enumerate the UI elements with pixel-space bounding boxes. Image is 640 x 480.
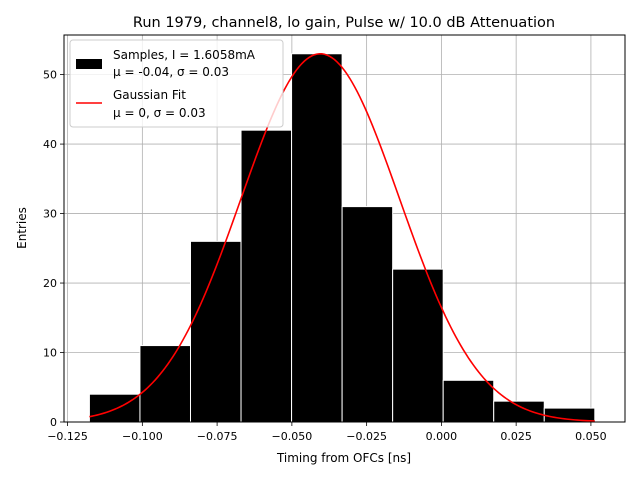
histogram-bar-3 xyxy=(240,129,293,423)
y-tick-label-1: 10 xyxy=(43,347,57,360)
legend: Samples, I = 1.6058mA μ = -0.04, σ = 0.0… xyxy=(69,39,284,128)
legend-samples-label: Samples, I = 1.6058mA xyxy=(113,48,256,62)
legend-samples-stats: μ = -0.04, σ = 0.03 xyxy=(113,65,229,79)
legend-frame xyxy=(69,39,284,128)
x-tick-label-1: −0.100 xyxy=(122,430,163,443)
x-axis-ticks: −0.125 −0.100 −0.075 −0.050 −0.025 0.000 0.025… xyxy=(47,422,607,443)
chart-title: Run 1979, channel8, lo gain, Pulse w/ 10… xyxy=(133,15,555,31)
histogram-bar-7 xyxy=(442,379,495,423)
histogram-bar-5 xyxy=(341,206,394,423)
histogram-bars xyxy=(88,53,596,423)
x-tick-label-4: −0.025 xyxy=(346,430,387,443)
histogram-bar-0 xyxy=(88,393,141,423)
histogram-bar-2 xyxy=(189,240,242,423)
y-tick-label-2: 20 xyxy=(43,277,57,290)
plot-area-frame xyxy=(63,34,626,423)
histogram-bar-4 xyxy=(291,53,343,423)
x-tick-label-3: −0.050 xyxy=(272,430,313,443)
y-tick-label-5: 50 xyxy=(43,69,57,82)
histogram-bar-1 xyxy=(139,345,191,423)
x-tick-label-7: 0.050 xyxy=(575,430,607,443)
x-tick-label-2: −0.075 xyxy=(197,430,238,443)
y-axis-ticks: 0 10 20 30 40 50 xyxy=(43,69,64,429)
y-axis-label: Entries xyxy=(15,207,29,249)
histogram-bar-8 xyxy=(493,400,545,423)
legend-fit-stats: μ = 0, σ = 0.03 xyxy=(113,106,206,120)
y-tick-label-0: 0 xyxy=(50,416,57,429)
legend-fit-label: Gaussian Fit xyxy=(113,88,186,102)
x-axis-label: Timing from OFCs [ns] xyxy=(276,451,411,465)
x-tick-label-5: 0.000 xyxy=(426,430,458,443)
x-tick-label-6: 0.025 xyxy=(500,430,532,443)
x-tick-label-0: −0.125 xyxy=(47,430,88,443)
histogram-bar-6 xyxy=(392,268,444,423)
legend-samples-swatch xyxy=(76,59,102,69)
y-tick-label-4: 40 xyxy=(43,138,57,151)
gaussian-fit-curve xyxy=(89,52,595,422)
y-tick-label-3: 30 xyxy=(43,208,57,221)
